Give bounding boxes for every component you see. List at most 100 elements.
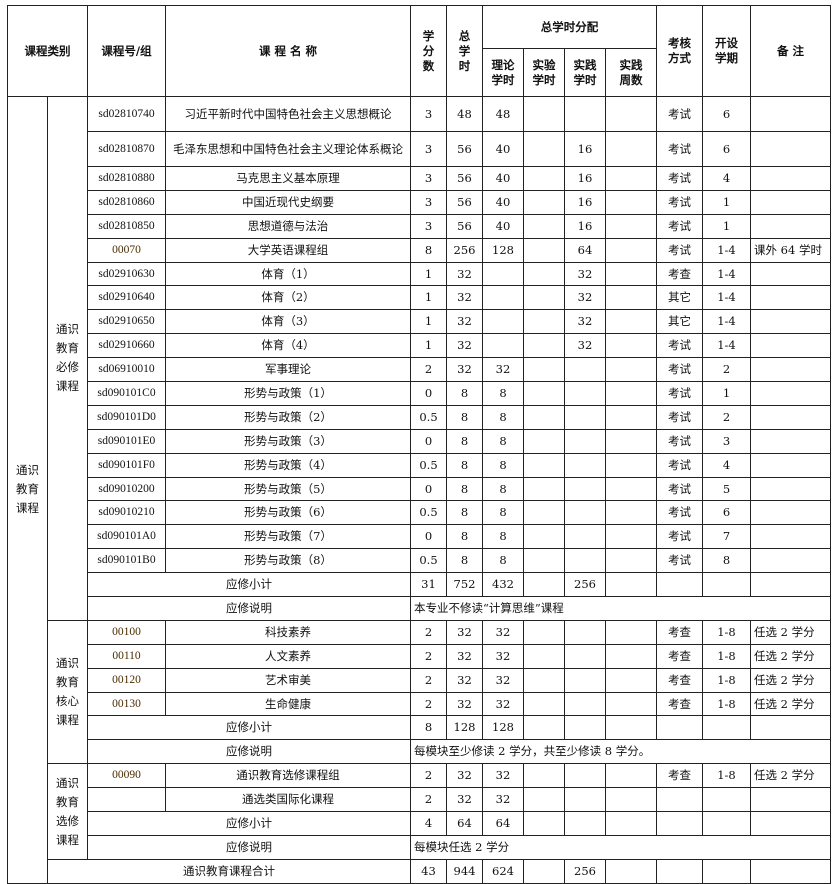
header-experiment: 实验 学时 [523, 48, 565, 97]
category-cell: 通识 教育 课程 [7, 96, 48, 884]
table-row: sd090101D0 形势与政策（2） 0.5 8 8 考试 2 [8, 404, 831, 430]
term-cell: 1 [702, 213, 751, 239]
exam-cell: 考试 [656, 428, 703, 454]
exam-cell: 考试 [656, 524, 703, 550]
subtotal-label: 应修小计 [87, 572, 411, 598]
total-hours-cell: 32 [446, 691, 483, 717]
practice-weeks-cell [605, 763, 657, 789]
note-cell [750, 452, 831, 478]
experiment-hours-cell [523, 309, 565, 335]
experiment-hours-cell [523, 500, 565, 526]
exam-cell: 考查 [656, 261, 703, 287]
note-cell [750, 357, 831, 383]
experiment-hours-cell [523, 96, 565, 132]
credits-cell: 2 [410, 787, 447, 813]
practice-hours-cell: 256 [564, 858, 606, 884]
course-code: sd02810870 [87, 131, 166, 167]
note-cell [750, 858, 831, 884]
term-cell: 6 [702, 96, 751, 132]
term-cell: 3 [702, 428, 751, 454]
table-row: sd02810880 马克思主义基本原理 3 56 40 16 考试 4 [8, 166, 831, 191]
course-code: sd06910010 [87, 357, 166, 383]
practice-weeks-cell [605, 691, 657, 717]
term-cell: 1-4 [702, 285, 751, 311]
credits-cell: 3 [410, 131, 447, 167]
course-name: 习近平新时代中国特色社会主义思想概论 [165, 96, 411, 132]
table-row: 通识 教育 课程 通识 教育 必修 课程 sd02810740 习近平新时代中国特色社… [7, 96, 831, 884]
table-row: 00070 大学英语课程组 8 256 128 64 考试 1-4 课外 64 学时 [8, 237, 831, 263]
term-cell: 1-4 [702, 333, 751, 359]
table-row: sd09010210 形势与政策（6） 0.5 8 8 考试 6 [8, 500, 831, 526]
table-row: 通识 教育 核心 课程 00100 科技素养 2 32 32 考查 1-8 任选 2 学分 [8, 619, 831, 765]
practice-hours-cell [564, 524, 606, 550]
total-hours-cell: 32 [446, 619, 483, 645]
total-hours-cell: 8 [446, 381, 483, 406]
credits-cell: 0 [410, 476, 447, 502]
experiment-hours-cell [523, 858, 565, 884]
experiment-hours-cell [523, 524, 565, 550]
credits-cell: 1 [410, 261, 447, 287]
experiment-hours-cell [523, 381, 565, 406]
course-name: 形势与政策（7） [165, 524, 411, 550]
exam-cell: 考试 [656, 333, 703, 359]
credits-cell: 3 [410, 96, 447, 132]
credits-cell: 1 [410, 333, 447, 359]
term-cell [702, 811, 751, 836]
total-hours-cell: 8 [446, 500, 483, 526]
experiment-hours-cell [523, 452, 565, 478]
header-distribution: 总学时分配 [482, 5, 657, 49]
course-name: 通识教育选修课程组 [165, 763, 411, 789]
practice-hours-cell [564, 548, 606, 574]
experiment-hours-cell [523, 166, 565, 191]
practice-hours-cell [564, 811, 606, 836]
note-cell: 任选 2 学分 [750, 619, 831, 645]
total-hours-cell: 8 [446, 524, 483, 550]
course-name: 中国近现代史纲要 [165, 189, 411, 215]
total-label: 通识教育课程合计 [47, 858, 411, 884]
note-cell [750, 285, 831, 311]
course-code: sd090101A0 [87, 524, 166, 550]
practice-hours-cell: 16 [564, 131, 606, 167]
exam-cell: 考试 [656, 131, 703, 167]
exam-cell: 考试 [656, 237, 703, 263]
credits-cell: 0 [410, 524, 447, 550]
total-hours-cell: 32 [446, 333, 483, 359]
exam-cell: 考试 [656, 357, 703, 383]
credits-cell: 0.5 [410, 548, 447, 574]
note-cell [750, 166, 831, 191]
term-cell: 4 [702, 166, 751, 191]
remark-row: 应修说明 每模块至少修读 2 学分，共至少修读 8 学分。 [8, 739, 831, 765]
term-cell: 1-8 [702, 763, 751, 789]
credits-cell: 1 [410, 285, 447, 311]
term-cell: 1-4 [702, 261, 751, 287]
course-code: 00130 [87, 691, 166, 717]
experiment-hours-cell [523, 213, 565, 239]
course-code: 00110 [87, 643, 166, 669]
course-name: 形势与政策（6） [165, 500, 411, 526]
exam-cell: 考查 [656, 643, 703, 669]
practice-hours-cell [564, 500, 606, 526]
note-cell [750, 715, 831, 741]
credits-cell: 2 [410, 691, 447, 717]
experiment-hours-cell [523, 763, 565, 789]
note-cell: 任选 2 学分 [750, 643, 831, 669]
exam-cell: 考试 [656, 381, 703, 406]
note-cell [750, 500, 831, 526]
practice-weeks-cell [605, 811, 657, 836]
practice-weeks-cell [605, 572, 657, 598]
experiment-hours-cell [523, 285, 565, 311]
practice-hours-cell: 32 [564, 285, 606, 311]
theory-hours-cell: 32 [482, 787, 524, 813]
practice-hours-cell [564, 787, 606, 813]
section-label: 通识 教育 必修 课程 [47, 96, 88, 621]
total-hours-cell: 56 [446, 189, 483, 215]
theory-hours-cell: 32 [482, 357, 524, 383]
practice-hours-cell [564, 381, 606, 406]
theory-hours-cell: 48 [482, 96, 524, 132]
practice-weeks-cell [605, 667, 657, 693]
theory-hours-cell: 8 [482, 524, 524, 550]
term-cell [702, 715, 751, 741]
course-code: sd02810860 [87, 189, 166, 215]
credits-cell: 2 [410, 619, 447, 645]
total-hours-cell: 32 [446, 667, 483, 693]
